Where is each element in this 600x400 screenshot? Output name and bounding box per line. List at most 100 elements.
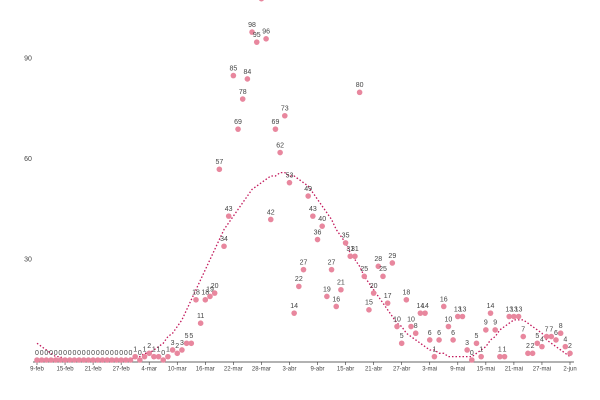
point [464, 347, 470, 353]
point-label: 25 [379, 266, 387, 273]
point-label: 27 [328, 260, 336, 267]
point-label: 0 [129, 350, 133, 357]
point-label: 0 [161, 350, 165, 357]
point [370, 290, 377, 296]
point-label: 2 [568, 343, 572, 350]
point-label: 27 [300, 260, 308, 267]
point-label: 9 [493, 320, 497, 327]
point-label: 84 [243, 69, 251, 76]
point-label: 4 [563, 336, 567, 343]
point-label: 0 [110, 350, 114, 357]
x-tick-label: 3-abr [282, 367, 296, 373]
point [450, 337, 456, 343]
point-label: 69 [234, 119, 242, 126]
point-label: 0 [68, 350, 72, 357]
point-label: 0 [82, 350, 86, 357]
point-label: 1 [166, 346, 170, 353]
point [207, 293, 213, 300]
point [557, 330, 564, 337]
point [394, 323, 400, 330]
point-label: 29 [388, 253, 396, 260]
point [137, 357, 143, 363]
point-label: 3 [171, 340, 175, 347]
point-label: 0 [119, 350, 123, 357]
point [408, 323, 414, 330]
point [534, 340, 541, 347]
point-label: 22 [295, 276, 303, 283]
point-label: 69 [272, 119, 280, 126]
point-label: 5 [189, 333, 193, 340]
point [384, 300, 391, 306]
point [38, 357, 45, 363]
point [412, 330, 419, 337]
point [253, 39, 260, 45]
point [352, 253, 358, 260]
point [34, 357, 40, 363]
point-label: 18 [192, 290, 200, 297]
point [511, 313, 517, 320]
y-tick-label: 90 [24, 56, 32, 63]
point [324, 293, 330, 300]
x-tick-label: 2-jun [563, 367, 576, 373]
point-label: 35 [342, 233, 350, 240]
point-label: 1 [503, 346, 507, 353]
point [436, 337, 442, 343]
point [225, 213, 232, 219]
x-tick-label: 21-abr [365, 367, 382, 373]
x-tick-label: 27-feb [113, 367, 131, 373]
point [80, 357, 87, 363]
point-label: 5 [400, 333, 404, 340]
point [310, 213, 316, 219]
point [380, 273, 386, 280]
point [165, 353, 171, 360]
x-tick-label: 21-feb [85, 367, 103, 373]
point-label: 96 [262, 29, 270, 36]
point-label: 19 [206, 286, 214, 293]
point [431, 353, 438, 360]
point-label: 13 [515, 306, 523, 313]
point [529, 350, 536, 357]
point-label: 3 [465, 340, 469, 347]
point-label: 14 [290, 303, 298, 310]
point [43, 357, 50, 363]
point [492, 327, 498, 333]
point [515, 313, 522, 320]
point-label: 7 [545, 326, 549, 333]
point-label: 16 [440, 296, 448, 303]
point-label: 57 [215, 159, 223, 166]
point-label: 13 [510, 306, 518, 313]
point-label: 0 [54, 350, 58, 357]
point [160, 357, 167, 363]
point [94, 357, 101, 363]
point [99, 357, 106, 363]
point-label: 0 [35, 350, 39, 357]
point-label: 53 [286, 173, 294, 180]
point-label: 0 [49, 350, 53, 357]
trend-line [36, 171, 571, 361]
x-tick-label: 3-mai [422, 367, 437, 373]
point-label: 4 [540, 336, 544, 343]
y-tick-label: 60 [24, 156, 32, 163]
point-label: 85 [229, 65, 237, 72]
point [291, 310, 297, 316]
point-label: 21 [337, 280, 345, 287]
point-label: 13 [459, 306, 467, 313]
point-label: 0 [58, 350, 62, 357]
x-tick-label: 27-abr [393, 367, 410, 373]
point-label: 1 [143, 346, 147, 353]
point-label: 9 [484, 320, 488, 327]
point [169, 347, 176, 353]
point [398, 340, 405, 347]
point [183, 340, 190, 347]
x-tick-label: 9-feb [30, 367, 44, 373]
point [539, 343, 545, 350]
point-label: 0 [40, 350, 44, 357]
point-label: 42 [267, 209, 275, 216]
point-label: 14 [416, 303, 424, 310]
point-label: 10 [393, 316, 401, 323]
point [562, 343, 569, 350]
point [525, 350, 531, 357]
point [506, 313, 513, 320]
point-label: 28 [374, 256, 382, 263]
